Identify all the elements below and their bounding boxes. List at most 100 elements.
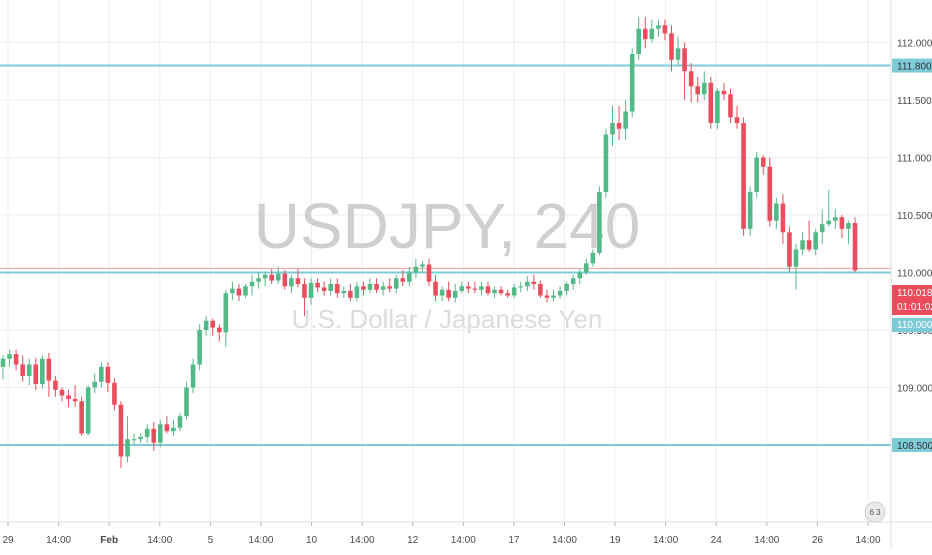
candle (551, 289, 556, 302)
candle-body (151, 428, 157, 443)
candle (525, 275, 530, 291)
candle (197, 324, 202, 371)
candle (846, 220, 851, 244)
x-tick-label: 14:00 (653, 535, 678, 546)
candle-body (26, 364, 32, 376)
candle-body (721, 90, 727, 95)
candle-body (800, 240, 805, 250)
candle-body (341, 290, 347, 294)
candle (184, 381, 189, 420)
candle-body (518, 286, 524, 288)
candle (701, 71, 707, 101)
candle-body (452, 290, 458, 298)
candle-body (780, 203, 786, 233)
candle-body (767, 166, 773, 221)
candle (13, 349, 19, 371)
candle-body (551, 295, 556, 298)
candle-body (53, 380, 58, 390)
candle (590, 249, 596, 267)
candle (505, 289, 510, 298)
candle (367, 278, 373, 294)
x-tick-label: 14:00 (248, 535, 273, 546)
candle (433, 274, 438, 302)
candle-body (236, 288, 242, 296)
candle (682, 42, 687, 101)
candle-body (334, 283, 340, 294)
candle (741, 117, 746, 236)
x-tick-label: 14:00 (855, 535, 880, 546)
candle (420, 261, 425, 273)
candle (315, 278, 320, 293)
candle-body (269, 274, 275, 281)
x-tick-label: Feb (100, 535, 118, 546)
candle (256, 272, 261, 289)
candle-body (682, 48, 687, 72)
candle (452, 283, 458, 303)
candle-body (813, 232, 818, 250)
candle-body (557, 290, 563, 296)
axis-badges: 110.018 01:01:02 110.000 (892, 285, 932, 332)
level-axis-badge-text: 111.800 (897, 62, 932, 73)
candle-body (446, 289, 451, 298)
candle-body (472, 288, 478, 290)
candle-body (92, 381, 98, 388)
candle (577, 269, 583, 284)
x-tick-label: 5 (208, 535, 214, 546)
candle-body (20, 364, 25, 376)
x-tick-label: 12 (407, 535, 419, 546)
watermark-symbol: USDJPY, 240 (254, 190, 641, 262)
candle (688, 63, 694, 103)
watermark-description: U.S. Dollar / Japanese Yen (292, 304, 603, 334)
candle (813, 228, 818, 256)
candle-body (577, 272, 583, 279)
last-price-tag (892, 285, 932, 315)
horizontal-levels[interactable] (0, 64, 891, 446)
candle-body (610, 123, 615, 135)
candle-body (289, 278, 294, 287)
candle-body (747, 192, 753, 229)
candle-body (190, 364, 196, 388)
candle (72, 385, 78, 408)
candle (138, 433, 143, 443)
candle (125, 416, 130, 463)
candle-body (7, 354, 12, 359)
candle (243, 283, 248, 298)
candle (544, 289, 550, 303)
candle-body (426, 264, 432, 282)
y-tick-label: 110.500 (897, 211, 932, 222)
candle-body (105, 366, 111, 383)
candle-body (40, 358, 45, 385)
x-tick-label: 19 (609, 535, 621, 546)
candle (623, 100, 628, 141)
candle-body (184, 387, 189, 417)
candle-body (570, 278, 576, 284)
candle (249, 274, 255, 296)
candle-body (649, 28, 655, 40)
candle-body (13, 354, 19, 365)
time-axis[interactable]: 29 14:00 Feb 14:00 5 14:00 10 14:00 12 14:00 17 14:… (2, 522, 881, 546)
candle (413, 258, 419, 279)
candle (112, 378, 117, 411)
candle-body (295, 278, 301, 284)
x-tick-label: 29 (2, 535, 14, 546)
candle-body (439, 289, 445, 296)
candle-body (387, 286, 392, 289)
level-price-badge-text: 110.000 (897, 320, 932, 331)
bar-countdown: 01:01:02 (897, 302, 932, 313)
candle-body (413, 266, 419, 273)
candle-body (642, 28, 648, 40)
candle-body (223, 293, 229, 333)
candle (531, 274, 537, 290)
candle (715, 88, 720, 129)
candle-body (583, 263, 589, 273)
x-tick-label: 14:00 (552, 535, 577, 546)
candle (393, 274, 399, 294)
candle (747, 186, 753, 236)
candle-body (511, 287, 517, 296)
candle (760, 155, 766, 175)
broker-logo-icon[interactable]: 6 3 (864, 501, 886, 523)
candle (492, 286, 497, 298)
candle (361, 281, 366, 296)
